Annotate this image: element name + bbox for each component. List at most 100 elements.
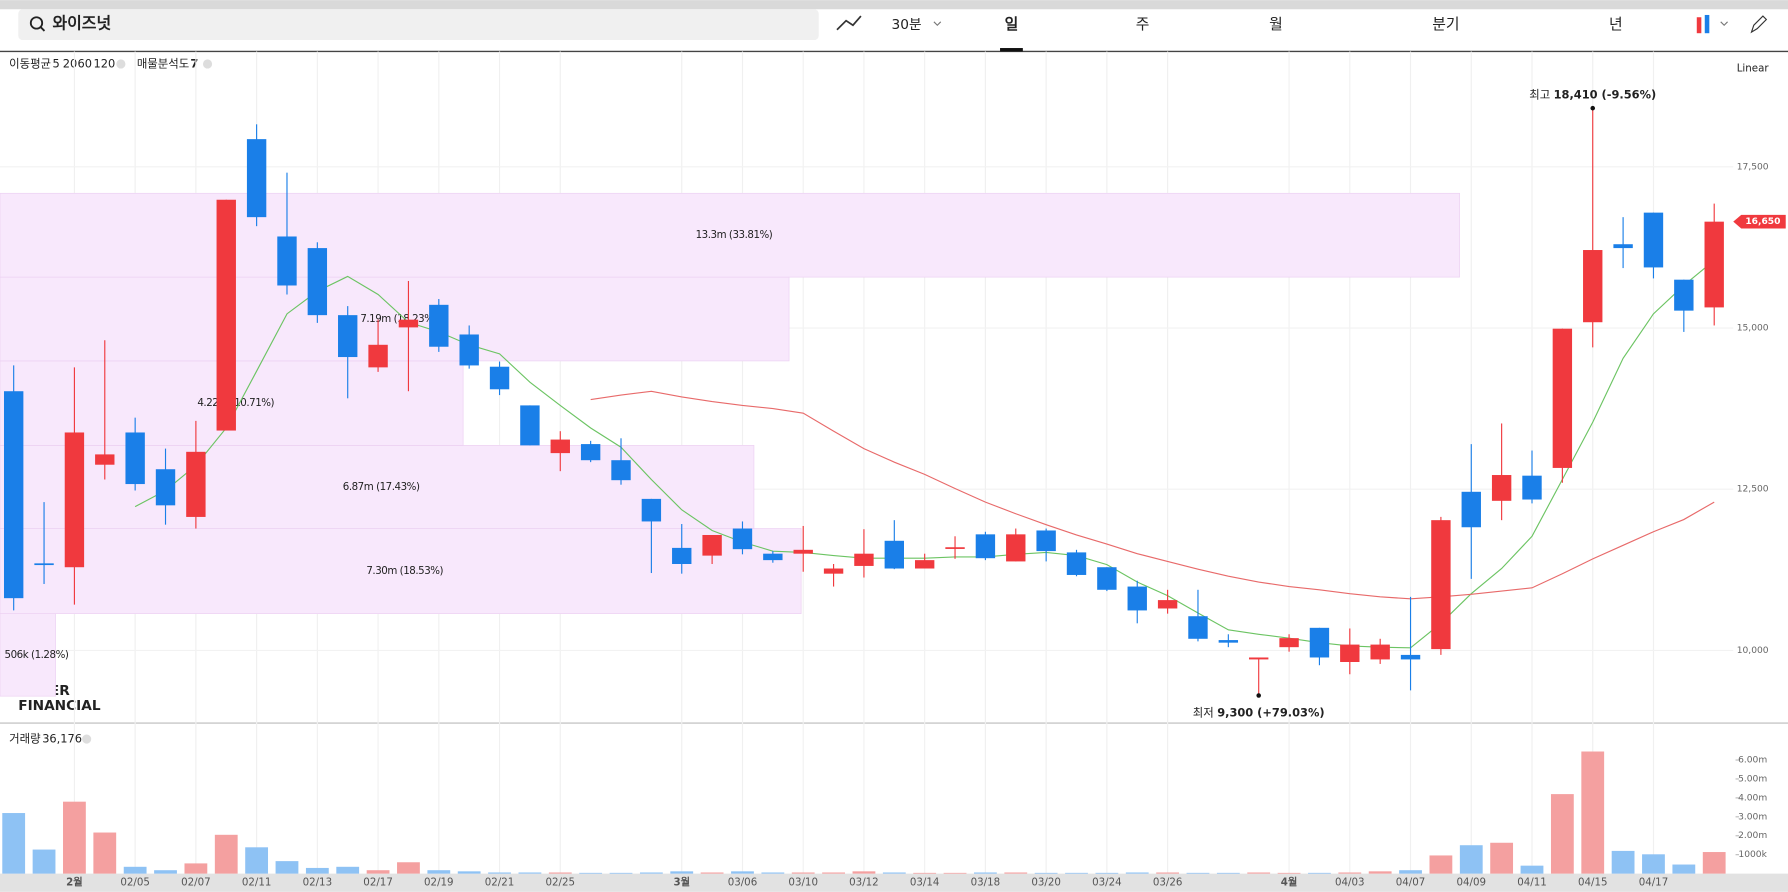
candle-body (763, 553, 783, 561)
close-icon[interactable] (202, 59, 213, 69)
x-tick-label: 02/13 (303, 877, 333, 889)
period-tab[interactable]: 주 (1136, 16, 1150, 33)
volume-bar (579, 872, 603, 874)
chart-type-icon[interactable] (1696, 17, 1702, 34)
candle-body (186, 451, 206, 517)
volume-bar (731, 871, 754, 874)
volume-bar (639, 872, 663, 874)
volume-profile-label: 13.3m (33.81%) (696, 229, 773, 241)
y-tick-label: 6.00m (1738, 756, 1767, 766)
volume-bar (154, 870, 177, 874)
candle-body (1157, 600, 1178, 609)
volume-bar (457, 871, 481, 874)
volume-bar (1702, 852, 1726, 874)
volume-bar (1672, 864, 1696, 874)
interval-select[interactable]: 30분 (892, 17, 922, 33)
volume-bar (488, 872, 511, 874)
y-tick-label: 2.00m (1738, 831, 1767, 841)
close-icon[interactable] (116, 59, 126, 69)
period-tab[interactable]: 월 (1269, 16, 1283, 33)
volume-bar (1490, 842, 1514, 874)
x-tick-label: 03/06 (728, 877, 758, 889)
candle-body (368, 344, 388, 368)
volume-bar (1338, 872, 1362, 874)
x-tick-label: 02/05 (120, 877, 150, 889)
volume-bar (63, 801, 86, 874)
candle-body (1188, 616, 1208, 639)
volume-bar (882, 872, 906, 874)
y-tick-label: 12,500 (1737, 485, 1769, 495)
volume-bar (1642, 854, 1665, 874)
ma-label: 이동평균 (9, 56, 51, 70)
candle-body (34, 563, 54, 566)
scale-mode[interactable]: Linear (1737, 63, 1770, 75)
draw-tool-icon[interactable] (836, 15, 862, 31)
candle-body (459, 334, 479, 366)
volume-profile-label: 6.87m (17.43%) (343, 481, 420, 493)
candle-body (550, 439, 570, 454)
volume-bar (32, 849, 56, 874)
volume-bar (184, 863, 208, 874)
high-label: 최고 18,410 (-9.56%) (1529, 87, 1656, 101)
volume-bar (761, 872, 785, 874)
high-marker (1590, 105, 1596, 111)
x-tick-label: 04/11 (1517, 877, 1547, 889)
volume-bar (245, 847, 269, 874)
candle-body (155, 469, 176, 506)
ma-line (590, 390, 1715, 600)
candle-body (1066, 552, 1087, 575)
volume-profile-bar (0, 192, 1460, 278)
volume-profile-label: 7.19m (18.23%) (360, 313, 437, 325)
search-text[interactable]: 와이즈넛 (52, 14, 111, 33)
candle-body (1097, 567, 1117, 590)
period-tab[interactable]: 년 (1609, 16, 1623, 33)
candle-body (429, 304, 449, 347)
candle-body (945, 547, 965, 549)
candle-body (520, 405, 540, 446)
volume-bar (1186, 872, 1210, 874)
chart-type-icon[interactable] (1704, 14, 1710, 34)
volume-profile-label: 4.22m (10.71%) (197, 397, 274, 409)
search-box[interactable] (18, 9, 819, 41)
period-tab[interactable]: 일 (1005, 16, 1019, 33)
period-tab[interactable]: 분기 (1432, 16, 1459, 33)
high-prefix: 최고 (1529, 87, 1550, 101)
x-tick-label: 03/12 (849, 877, 879, 889)
last-price-tag (1733, 214, 1786, 229)
x-tick-label: 03/26 (1153, 877, 1183, 889)
candle-body (823, 568, 844, 574)
candle-body (702, 534, 722, 556)
volume-bar (822, 872, 845, 874)
volume-bar (1429, 855, 1453, 874)
candle-body (1127, 586, 1147, 611)
candle-body (884, 540, 905, 569)
volume-profile-label: 7.30m (18.53%) (366, 565, 443, 577)
candle-body (1006, 534, 1026, 562)
edit-icon[interactable] (1750, 15, 1768, 34)
candle-body (277, 236, 297, 286)
candle-body (1461, 491, 1481, 528)
candle-body (1249, 657, 1269, 660)
x-tick-label: 2월 (66, 876, 83, 889)
x-tick-label: 03/18 (971, 877, 1001, 889)
candle-body (793, 549, 813, 554)
candle-body (64, 432, 85, 568)
candle-body (1309, 627, 1330, 658)
volume-bar (397, 862, 420, 874)
close-icon[interactable] (82, 734, 92, 744)
dropdown-icon (1720, 21, 1728, 27)
volume-bar (2, 813, 26, 874)
x-tick-label: 02/19 (424, 877, 454, 889)
volume-bar (943, 872, 967, 874)
candle-body (398, 319, 419, 328)
candle-body (1704, 221, 1724, 308)
dropdown-icon (933, 21, 942, 27)
candle-body (611, 460, 631, 481)
x-tick-label: 02/21 (485, 877, 515, 889)
candle-body (1674, 279, 1694, 311)
x-tick-label: 03/24 (1092, 877, 1122, 889)
volume-bar (1156, 872, 1180, 874)
candle-body (216, 199, 236, 431)
volume-bar (305, 867, 329, 874)
